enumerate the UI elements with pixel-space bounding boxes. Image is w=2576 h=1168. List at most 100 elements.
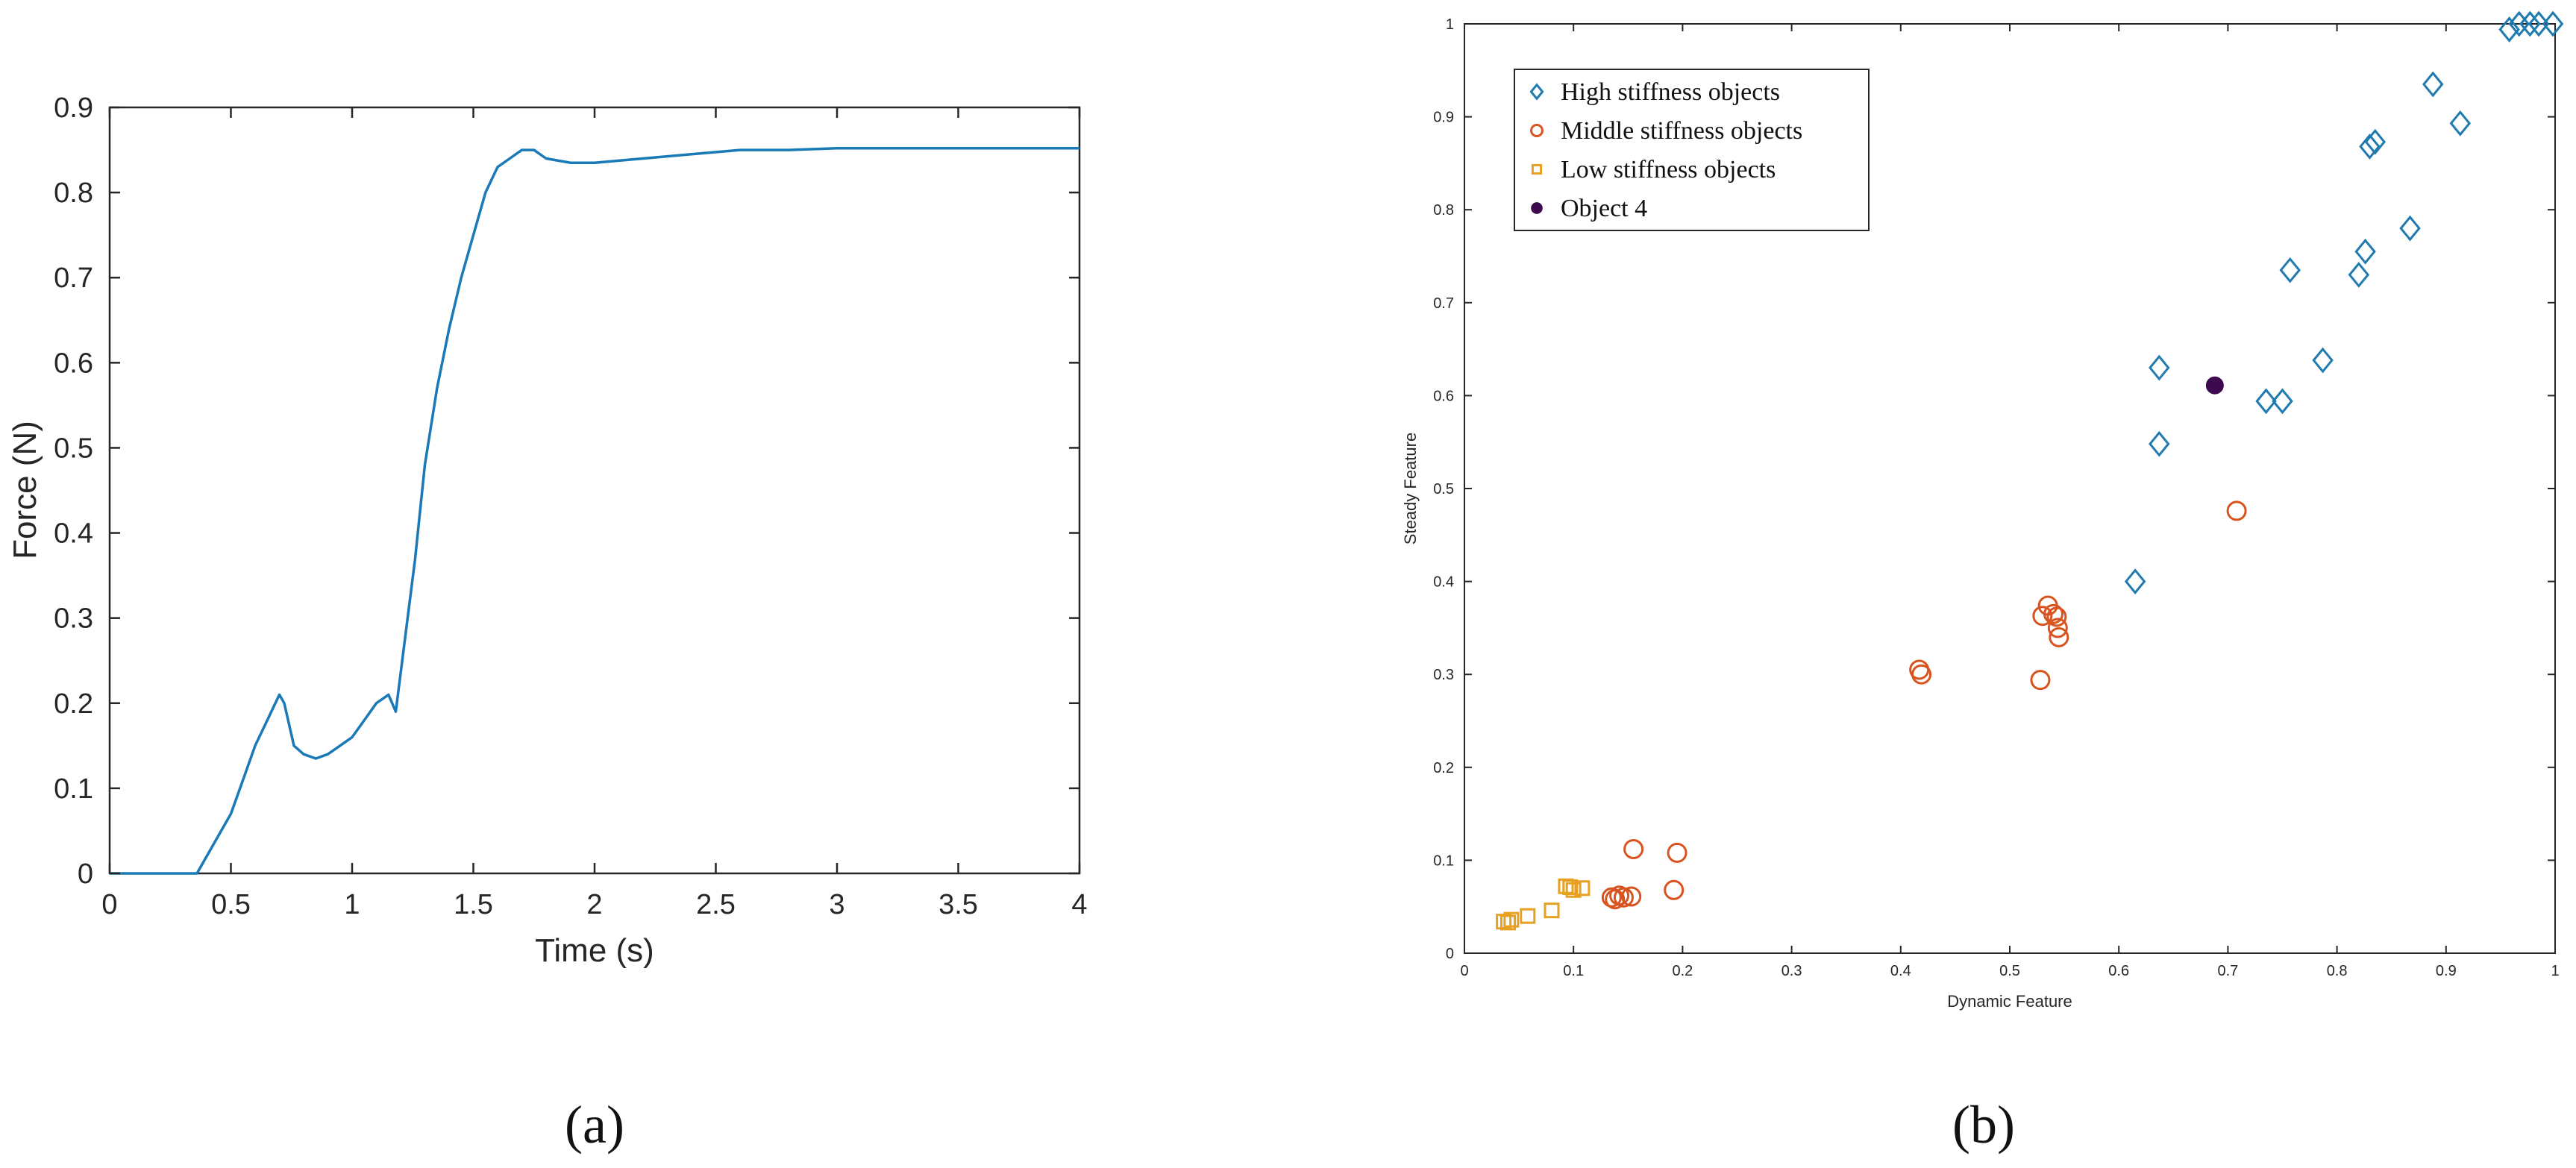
legend-box — [1514, 69, 1870, 231]
data-point — [2542, 10, 2564, 37]
x-tick-label-b: 0.3 — [1781, 963, 1802, 979]
legend-marker — [1531, 163, 1543, 175]
x-tick-label-b: 0.7 — [2217, 963, 2238, 979]
y-tick-label-a: 0.6 — [54, 348, 93, 379]
y-tick-label-b: 0.4 — [1433, 574, 1454, 591]
data-point — [2046, 606, 2067, 627]
data-point — [2226, 500, 2247, 521]
legend-marker — [1530, 124, 1544, 137]
data-point — [2312, 347, 2334, 374]
scatter-points — [1496, 10, 2564, 931]
data-point — [2449, 110, 2472, 136]
data-point — [1520, 908, 1536, 924]
y-tick-label-b: 0 — [1446, 946, 1454, 962]
plot-area-a — [108, 106, 1081, 875]
x-tick-label-b: 0.5 — [1999, 963, 2020, 979]
data-point — [2528, 10, 2550, 37]
x-tick-label-b: 0 — [1460, 963, 1468, 979]
x-tick-label-a: 3.5 — [938, 889, 978, 920]
data-point — [1621, 886, 1642, 907]
y-tick-label-b: 0.5 — [1433, 481, 1454, 497]
y-tick-label-b: 0.8 — [1433, 202, 1454, 219]
data-point — [2149, 354, 2170, 381]
x-tick-label-a: 0 — [101, 889, 117, 920]
data-point — [2348, 262, 2370, 288]
force-line — [110, 147, 1079, 875]
y-axis-label-a: Force (N) — [7, 421, 43, 559]
series-circle-filled — [2205, 376, 2224, 395]
y-tick-label-a: 0 — [78, 858, 93, 890]
y-tick-label-b: 0.6 — [1433, 388, 1454, 404]
x-tick-label-b: 1 — [2551, 963, 2559, 979]
data-point — [2124, 568, 2146, 594]
x-tick-label-b: 0.1 — [1563, 963, 1584, 979]
data-point — [2255, 388, 2277, 415]
data-point — [2149, 430, 2170, 457]
data-point — [1667, 842, 1687, 863]
panel-b-scatter-chart: 0 0.1 0.2 0.3 0.4 0.5 0.6 0.7 0.8 0.9 1 0 0.1 0.2 0.3 0… — [1401, 10, 2564, 1155]
x-tick-label-a: 2 — [586, 889, 602, 920]
x-tick-label-a: 4 — [1071, 889, 1087, 920]
data-point — [2279, 257, 2301, 283]
y-tick-label-a: 0.3 — [54, 603, 93, 635]
legend-label: Middle stiffness objects — [1561, 117, 1802, 145]
data-point — [2032, 606, 2053, 627]
y-tick-label-b: 1 — [1446, 16, 1454, 33]
x-tick-label-b: 0.4 — [1890, 963, 1911, 979]
series-square-open — [1496, 878, 1591, 931]
series-diamond — [2124, 10, 2564, 594]
x-axis-label-b: Dynamic Feature — [1947, 992, 2072, 1011]
x-tick-label-b: 0.8 — [2327, 963, 2348, 979]
axis-ticks-a: 0 0.5 1 1.5 2 2.5 3 3.5 4 0 0.1 0.2 0.3 0.4 0.5 0.6 0.7 0… — [54, 92, 1087, 920]
x-tick-label-a: 3 — [829, 889, 844, 920]
data-point — [1499, 914, 1516, 931]
force-time-series — [110, 147, 1079, 875]
legend-marker — [1531, 202, 1543, 214]
data-point — [1562, 879, 1579, 896]
y-tick-label-b: 0.7 — [1433, 295, 1454, 312]
data-point — [2498, 16, 2520, 43]
panel-label-b: (b) — [1952, 1095, 2015, 1155]
data-point — [2030, 670, 2051, 691]
y-tick-label-a: 0.9 — [54, 92, 93, 124]
legend: High stiffness objects Middle stiffness o… — [1514, 69, 1870, 231]
data-point — [2519, 10, 2541, 37]
y-tick-label-b: 0.9 — [1433, 110, 1454, 126]
data-point — [2364, 128, 2387, 155]
data-point — [1613, 887, 1634, 908]
data-point — [2422, 71, 2444, 98]
legend-marker — [1529, 83, 1544, 101]
data-point — [1623, 838, 1644, 859]
data-point — [2047, 618, 2068, 638]
data-point — [1601, 887, 1622, 908]
data-point — [2205, 376, 2224, 395]
data-point — [1664, 879, 1685, 900]
legend-label: Low stiffness objects — [1561, 156, 1776, 183]
series-circle-open — [1601, 500, 2247, 910]
x-tick-label-b: 0.2 — [1672, 963, 1693, 979]
data-point — [1574, 880, 1591, 897]
y-tick-label-a: 0.1 — [54, 773, 93, 805]
x-tick-label-b: 0.6 — [2108, 963, 2129, 979]
data-point — [2272, 388, 2293, 415]
data-point — [1544, 902, 1560, 919]
data-point — [2359, 134, 2381, 160]
x-tick-label-a: 1.5 — [454, 889, 493, 920]
y-axis-label-b: Steady Feature — [1401, 433, 1420, 544]
y-tick-label-a: 0.2 — [54, 688, 93, 720]
x-axis-label-a: Time (s) — [535, 932, 654, 969]
y-tick-label-a: 0.7 — [54, 263, 93, 294]
legend-label: Object 4 — [1561, 195, 1647, 222]
data-point — [2399, 215, 2421, 242]
data-point — [2043, 603, 2063, 624]
y-tick-label-b: 0.2 — [1433, 760, 1454, 776]
y-tick-label-a: 0.4 — [54, 518, 93, 550]
y-tick-label-a: 0.8 — [54, 178, 93, 209]
data-point — [1565, 882, 1582, 898]
x-tick-label-a: 0.5 — [211, 889, 251, 920]
axis-ticks-b: 0 0.1 0.2 0.3 0.4 0.5 0.6 0.7 0.8 0.9 1 0 0.1 0.2 0.3 0… — [1433, 16, 2559, 979]
panel-label-a: (a) — [565, 1095, 624, 1155]
panel-a-line-chart: 0 0.5 1 1.5 2 2.5 3 3.5 4 0 0.1 0.2 0.3 0.4 0.5 0.6 0.7 0… — [7, 92, 1088, 1155]
x-tick-label-a: 2.5 — [696, 889, 736, 920]
